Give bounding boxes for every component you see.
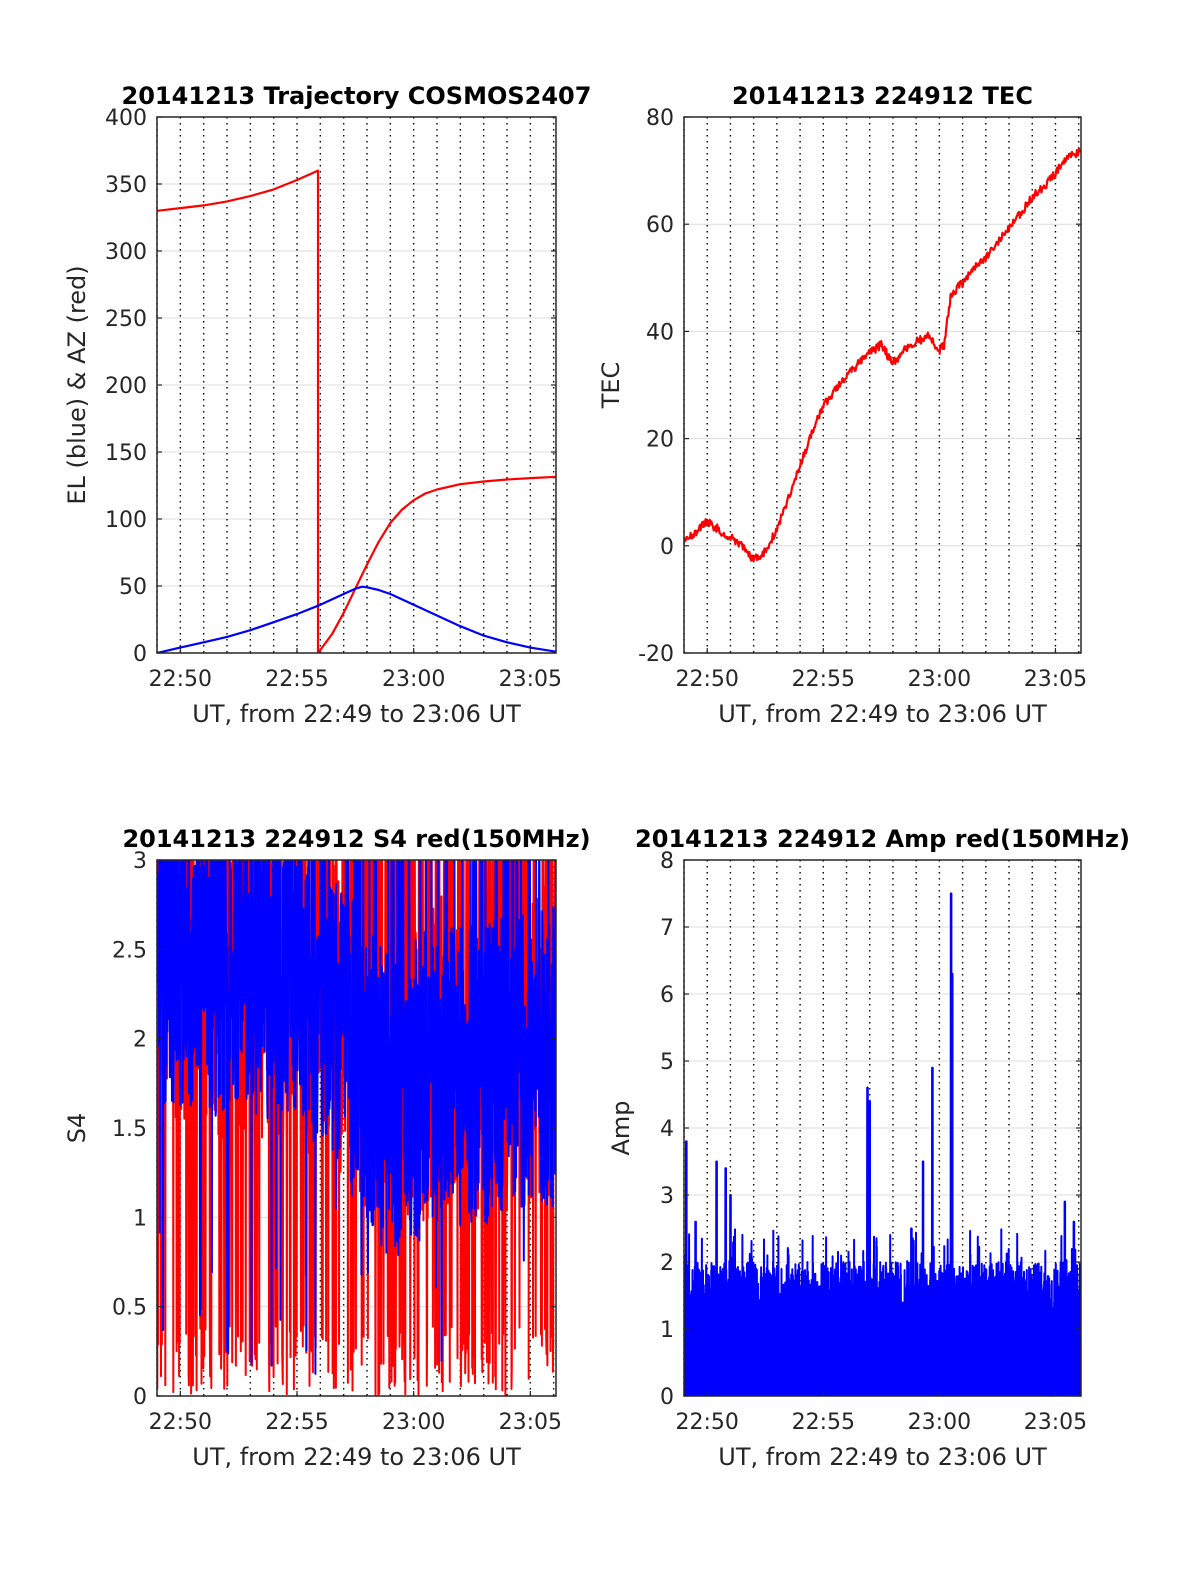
y-axis-label: TEC <box>597 362 625 410</box>
chart-trajectory: 0 50 100 150 200 250 300 350 400 22:50 22:55 23:00 2… <box>63 82 591 728</box>
y-tick-label: 2.5 <box>112 938 147 963</box>
chart-s4: 0 0.5 1 1.5 2 2.5 3 22:50 22:55 23:00 23:05 2014121… <box>63 825 591 1471</box>
y-tick-label: 40 <box>646 320 674 345</box>
series-line-blue <box>157 860 556 1375</box>
x-tick-label: 23:00 <box>908 667 971 692</box>
y-tick-label: 0 <box>660 1385 674 1410</box>
y-tick-label: 50 <box>119 575 147 600</box>
y-tick-label: 300 <box>105 240 147 265</box>
plot-area <box>684 117 1081 653</box>
x-tick-label: 22:50 <box>149 667 212 692</box>
y-tick-label: 1 <box>133 1206 147 1231</box>
y-tick-label: 2 <box>133 1028 147 1053</box>
y-tick-label: -20 <box>638 642 674 667</box>
series-line-blue <box>157 585 556 653</box>
x-axis-label: UT, from 22:49 to 23:06 UT <box>718 700 1047 728</box>
y-tick-label: 6 <box>660 983 674 1008</box>
y-tick-label: 200 <box>105 374 147 399</box>
y-tick-label: 60 <box>646 213 674 238</box>
y-tick-label: 4 <box>660 1117 674 1142</box>
chart-title: 20141213 224912 Amp red(150MHz) <box>635 825 1130 853</box>
y-tick-label: 3 <box>133 849 147 874</box>
x-tick-label: 22:50 <box>676 1410 739 1435</box>
x-tick-label: 23:05 <box>1024 1410 1087 1435</box>
x-tick-label: 22:50 <box>676 667 739 692</box>
x-tick-label: 22:55 <box>792 667 855 692</box>
y-tick-label: 20 <box>646 428 674 453</box>
chart-tec: -20 0 20 40 60 80 22:50 22:55 23:00 23:05 20141213… <box>597 82 1087 728</box>
x-axis-label: UT, from 22:49 to 23:06 UT <box>192 700 521 728</box>
y-tick-label: 80 <box>646 106 674 131</box>
x-axis-label: UT, from 22:49 to 23:06 UT <box>718 1443 1047 1471</box>
y-tick-label: 400 <box>105 106 147 131</box>
x-tick-label: 23:00 <box>908 1410 971 1435</box>
y-tick-label: 2 <box>660 1251 674 1276</box>
y-tick-label: 350 <box>105 173 147 198</box>
x-tick-label: 23:00 <box>382 1410 445 1435</box>
y-tick-label: 1 <box>660 1318 674 1343</box>
y-tick-label: 8 <box>660 849 674 874</box>
chart-amp: 0 1 2 3 4 5 6 7 8 22:50 22:55 23:00 23:05 20141213 22… <box>607 825 1130 1471</box>
y-axis-label: S4 <box>63 1113 91 1144</box>
series-line-blue <box>684 892 1081 1396</box>
chart-title: 20141213 Trajectory COSMOS2407 <box>122 82 592 110</box>
y-tick-label: 0.5 <box>112 1296 147 1321</box>
series-line-red <box>157 860 556 1396</box>
y-axis-label: EL (blue) & AZ (red) <box>63 265 91 504</box>
chart-title: 20141213 224912 TEC <box>732 82 1033 110</box>
y-tick-label: 7 <box>660 916 674 941</box>
y-tick-label: 250 <box>105 307 147 332</box>
y-axis-label: Amp <box>607 1100 635 1155</box>
y-tick-label: 100 <box>105 508 147 533</box>
series-line-red <box>157 169 556 653</box>
y-tick-label: 0 <box>660 535 674 560</box>
y-tick-label: 1.5 <box>112 1117 147 1142</box>
x-tick-label: 22:55 <box>792 1410 855 1435</box>
chart-title: 20141213 224912 S4 red(150MHz) <box>122 825 590 853</box>
series-line-red <box>684 147 1081 563</box>
y-tick-label: 5 <box>660 1050 674 1075</box>
y-tick-label: 3 <box>660 1184 674 1209</box>
y-tick-label: 150 <box>105 441 147 466</box>
x-tick-label: 22:50 <box>149 1410 212 1435</box>
x-tick-label: 23:00 <box>382 667 445 692</box>
x-tick-label: 23:05 <box>1024 667 1087 692</box>
x-tick-label: 22:55 <box>265 1410 328 1435</box>
y-tick-label: 0 <box>133 642 147 667</box>
y-tick-label: 0 <box>133 1385 147 1410</box>
x-axis-label: UT, from 22:49 to 23:06 UT <box>192 1443 521 1471</box>
x-tick-label: 22:55 <box>265 667 328 692</box>
x-tick-label: 23:05 <box>499 1410 562 1435</box>
x-tick-label: 23:05 <box>499 667 562 692</box>
axes-box <box>683 116 1082 654</box>
